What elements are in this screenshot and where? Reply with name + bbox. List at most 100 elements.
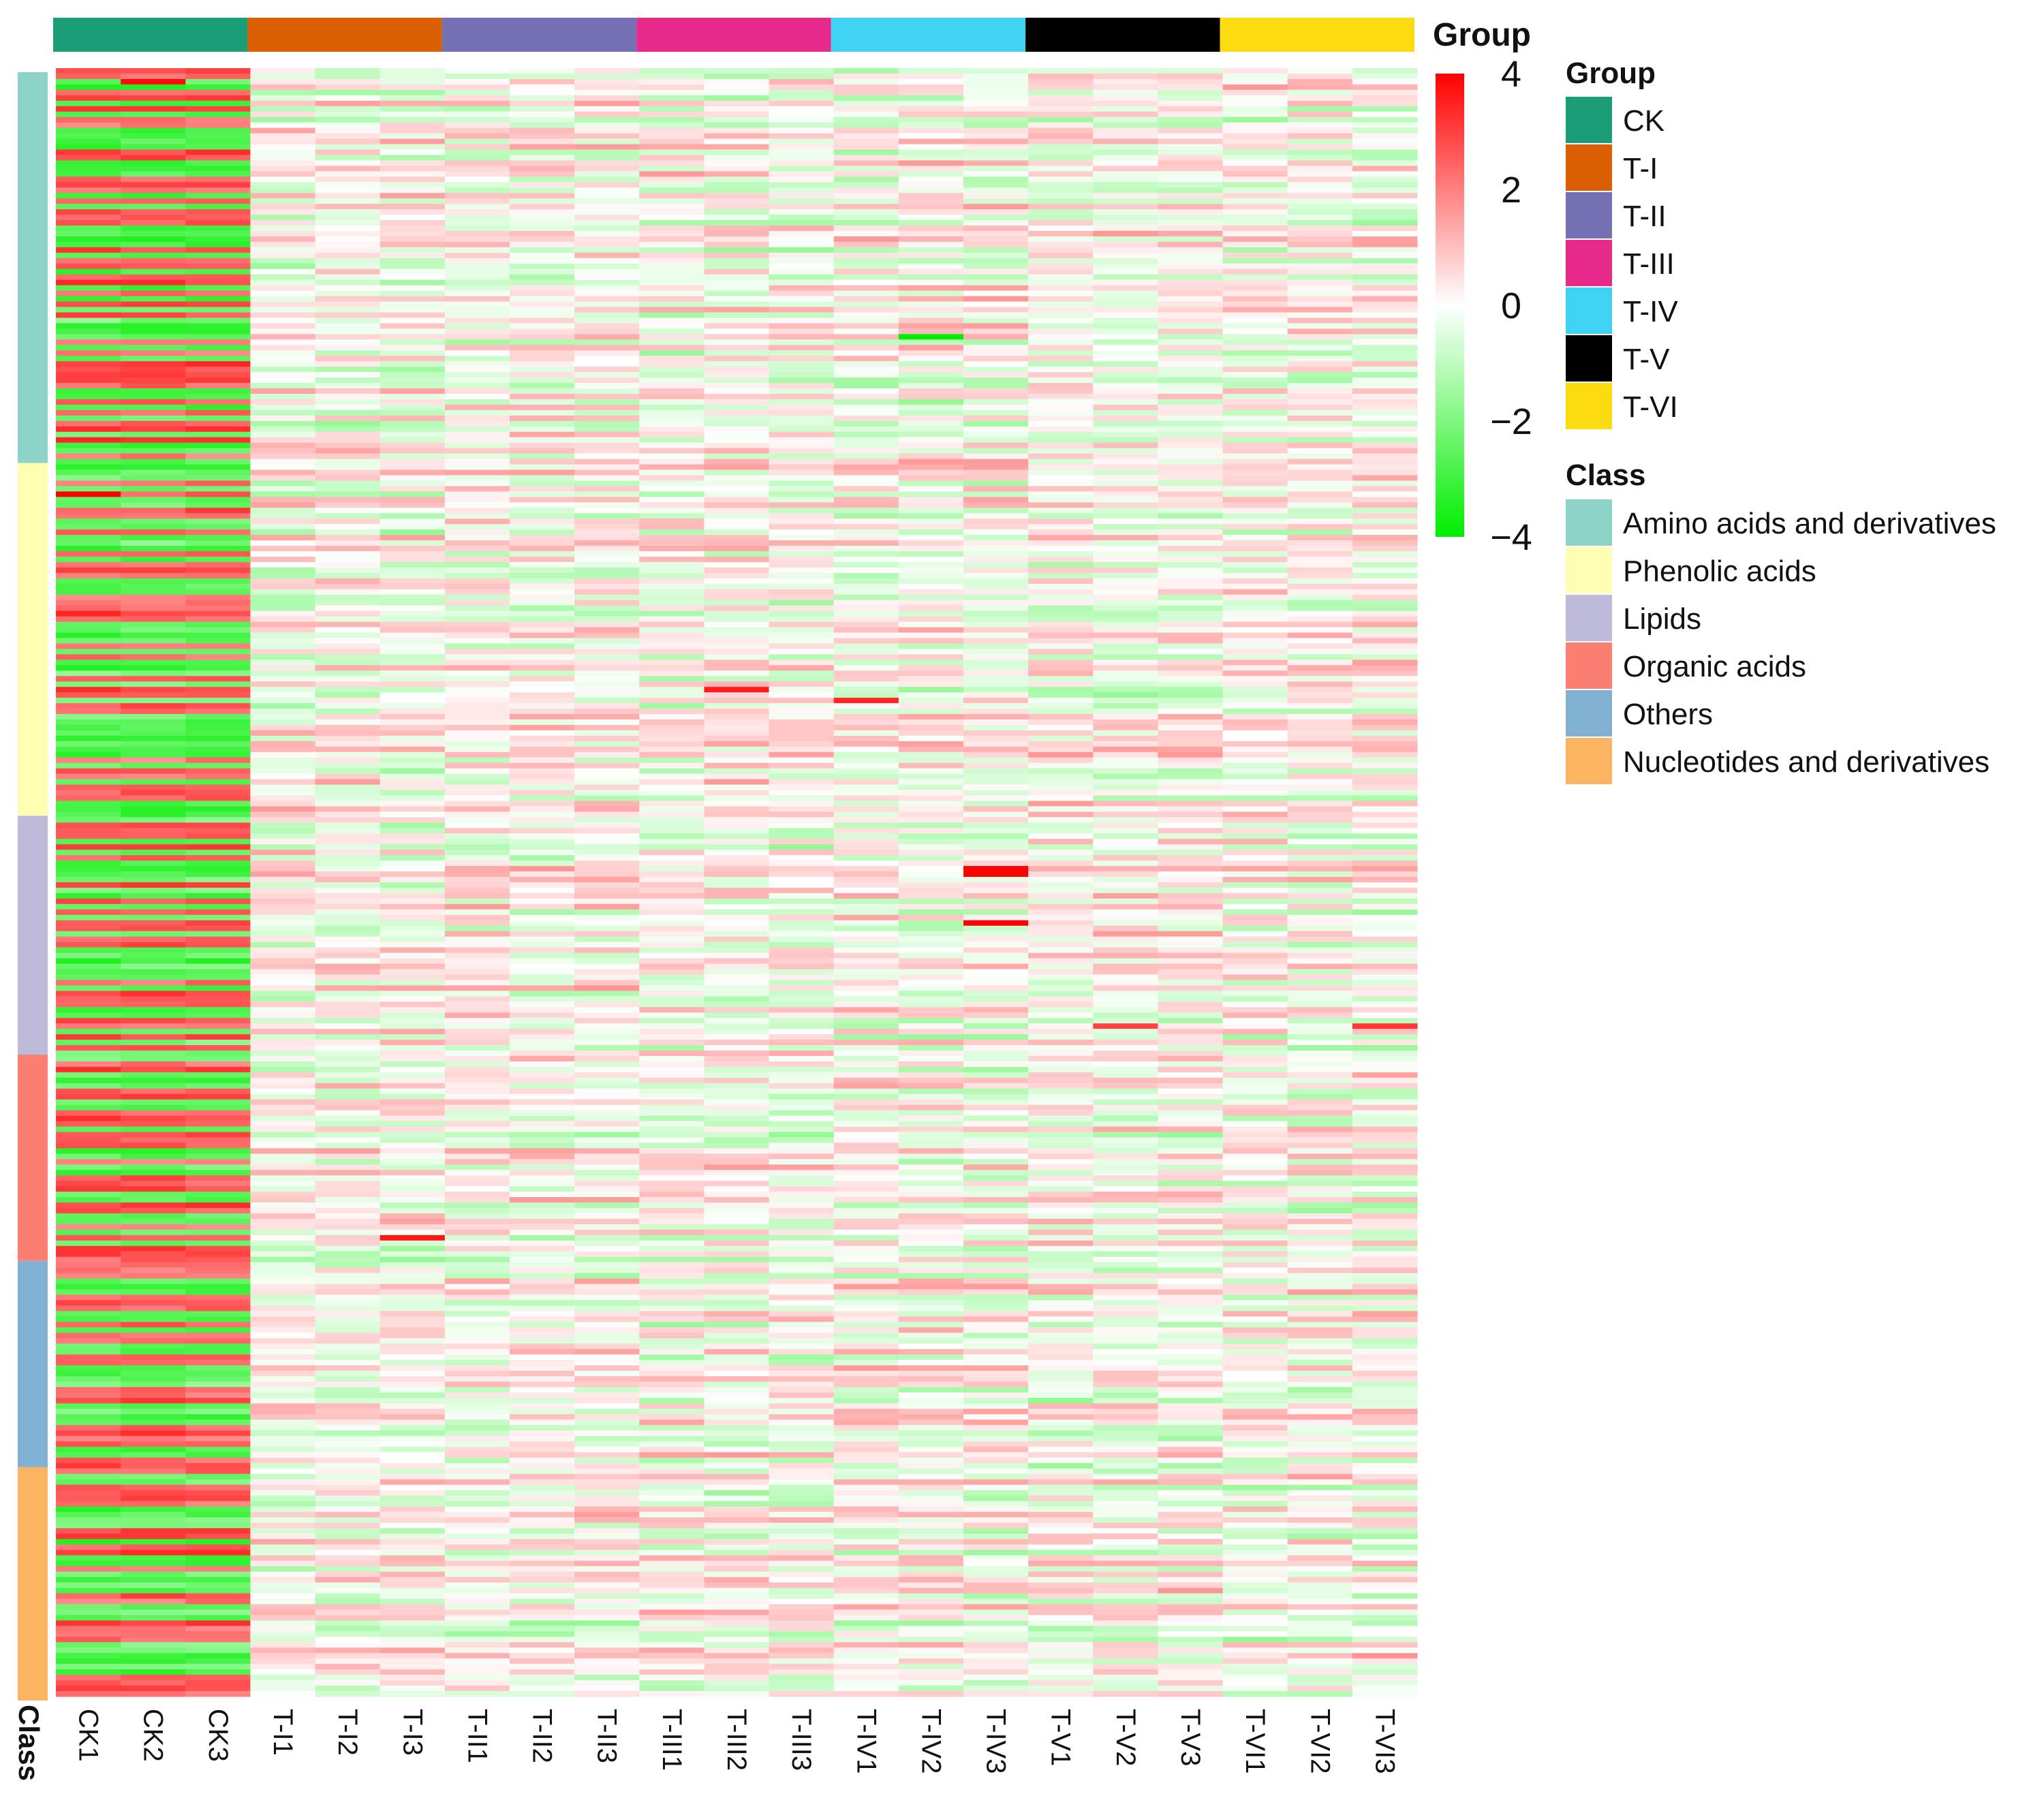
heatmap-cell	[1352, 1229, 1418, 1236]
heatmap-cell	[250, 1034, 316, 1040]
heatmap-cell	[444, 1143, 510, 1149]
heatmap-cell	[574, 903, 640, 910]
heatmap-cell	[833, 605, 899, 612]
heatmap-cell	[833, 714, 899, 720]
heatmap-cell	[639, 801, 705, 807]
heatmap-cell	[963, 811, 1029, 818]
heatmap-cell	[380, 833, 446, 839]
group-segment-t-v	[1025, 18, 1220, 52]
heatmap-cell	[1028, 1099, 1094, 1106]
heatmap-cell	[769, 1245, 835, 1252]
heatmap-cell	[639, 839, 705, 845]
heatmap-cell	[1093, 268, 1159, 275]
heatmap-cell	[250, 394, 316, 400]
heatmap-cell	[574, 166, 640, 172]
heatmap-cell	[833, 1235, 899, 1241]
heatmap-cell	[769, 226, 835, 232]
heatmap-cell	[1158, 1311, 1224, 1317]
heatmap-cell	[185, 1104, 251, 1111]
heatmap-cell	[833, 409, 899, 416]
heatmap-cell	[185, 535, 251, 541]
heatmap-cell	[444, 231, 510, 237]
heatmap-cell	[1287, 133, 1353, 140]
heatmap-cell	[444, 84, 510, 91]
heatmap-cell	[444, 1208, 510, 1214]
heatmap-cell	[963, 779, 1029, 786]
heatmap-cell	[315, 502, 381, 508]
heatmap-cell	[121, 963, 186, 970]
heatmap-cell	[56, 1305, 121, 1312]
heatmap-cell	[444, 561, 510, 568]
heatmap-cell	[1158, 334, 1224, 340]
heatmap-cell	[444, 122, 510, 129]
heatmap-cell	[1093, 215, 1159, 221]
heatmap-cell	[639, 1202, 705, 1209]
heatmap-cell	[769, 193, 835, 199]
heatmap-cell	[380, 540, 446, 546]
heatmap-cell	[574, 909, 640, 916]
heatmap-cell	[380, 1126, 446, 1133]
heatmap-cell	[1287, 231, 1353, 237]
heatmap-cell	[574, 1208, 640, 1214]
heatmap-cell	[1222, 898, 1288, 905]
heatmap-cell	[444, 394, 510, 400]
heatmap-cell	[250, 638, 316, 645]
heatmap-cell	[56, 698, 121, 704]
heatmap-cell	[185, 621, 251, 628]
heatmap-cell	[639, 567, 705, 574]
heatmap-cell	[769, 122, 835, 129]
heatmap-cell	[1222, 502, 1288, 508]
heatmap-cell	[1158, 741, 1224, 747]
heatmap-cell	[1093, 138, 1159, 145]
heatmap-cell	[1028, 557, 1094, 563]
heatmap-cell	[315, 193, 381, 199]
heatmap-cell	[1158, 1256, 1224, 1263]
heatmap-cell	[121, 583, 186, 590]
heatmap-cell	[1093, 1093, 1159, 1100]
heatmap-cell	[315, 1262, 381, 1269]
heatmap-cell	[639, 1289, 705, 1296]
heatmap-cell	[833, 160, 899, 166]
heatmap-cell	[380, 469, 446, 476]
heatmap-cell	[315, 942, 381, 948]
heatmap-cell	[1028, 1181, 1094, 1187]
heatmap-cell	[185, 795, 251, 802]
heatmap-cell	[121, 171, 186, 177]
heatmap-cell	[315, 486, 381, 492]
heatmap-cell	[574, 78, 640, 85]
heatmap-cell	[639, 578, 705, 585]
heatmap-cell	[121, 801, 186, 807]
heatmap-cell	[1158, 757, 1224, 764]
heatmap-cell	[444, 1088, 510, 1095]
heatmap-cell	[56, 1316, 121, 1322]
heatmap-cell	[704, 1072, 770, 1079]
heatmap-cell	[444, 1202, 510, 1209]
heatmap-cell	[1158, 931, 1224, 937]
heatmap-cell	[963, 931, 1029, 937]
group-segment-t-vi	[1220, 18, 1414, 52]
heatmap-cell	[1352, 557, 1418, 563]
heatmap-cell	[315, 855, 381, 861]
heatmap-cell	[1222, 866, 1288, 872]
heatmap-cell	[121, 751, 186, 758]
heatmap-cell	[315, 1126, 381, 1133]
heatmap-cell	[380, 768, 446, 775]
heatmap-cell	[898, 914, 964, 921]
heatmap-cell	[250, 1322, 316, 1328]
heatmap-cell	[1093, 345, 1159, 351]
heatmap-cell	[704, 1023, 770, 1029]
heatmap-cell	[963, 274, 1029, 281]
heatmap-cell	[1158, 790, 1224, 796]
heatmap-cell	[1287, 616, 1353, 623]
heatmap-cell	[1352, 638, 1418, 645]
heatmap-cell	[574, 274, 640, 281]
heatmap-cell	[704, 252, 770, 259]
heatmap-cell	[1352, 936, 1418, 943]
heatmap-cell	[1222, 942, 1288, 948]
heatmap-cell	[510, 963, 575, 970]
heatmap-cell	[1222, 497, 1288, 503]
heatmap-cell	[833, 187, 899, 193]
heatmap-cell	[185, 122, 251, 129]
heatmap-cell	[56, 513, 121, 519]
heatmap-cell	[250, 301, 316, 308]
